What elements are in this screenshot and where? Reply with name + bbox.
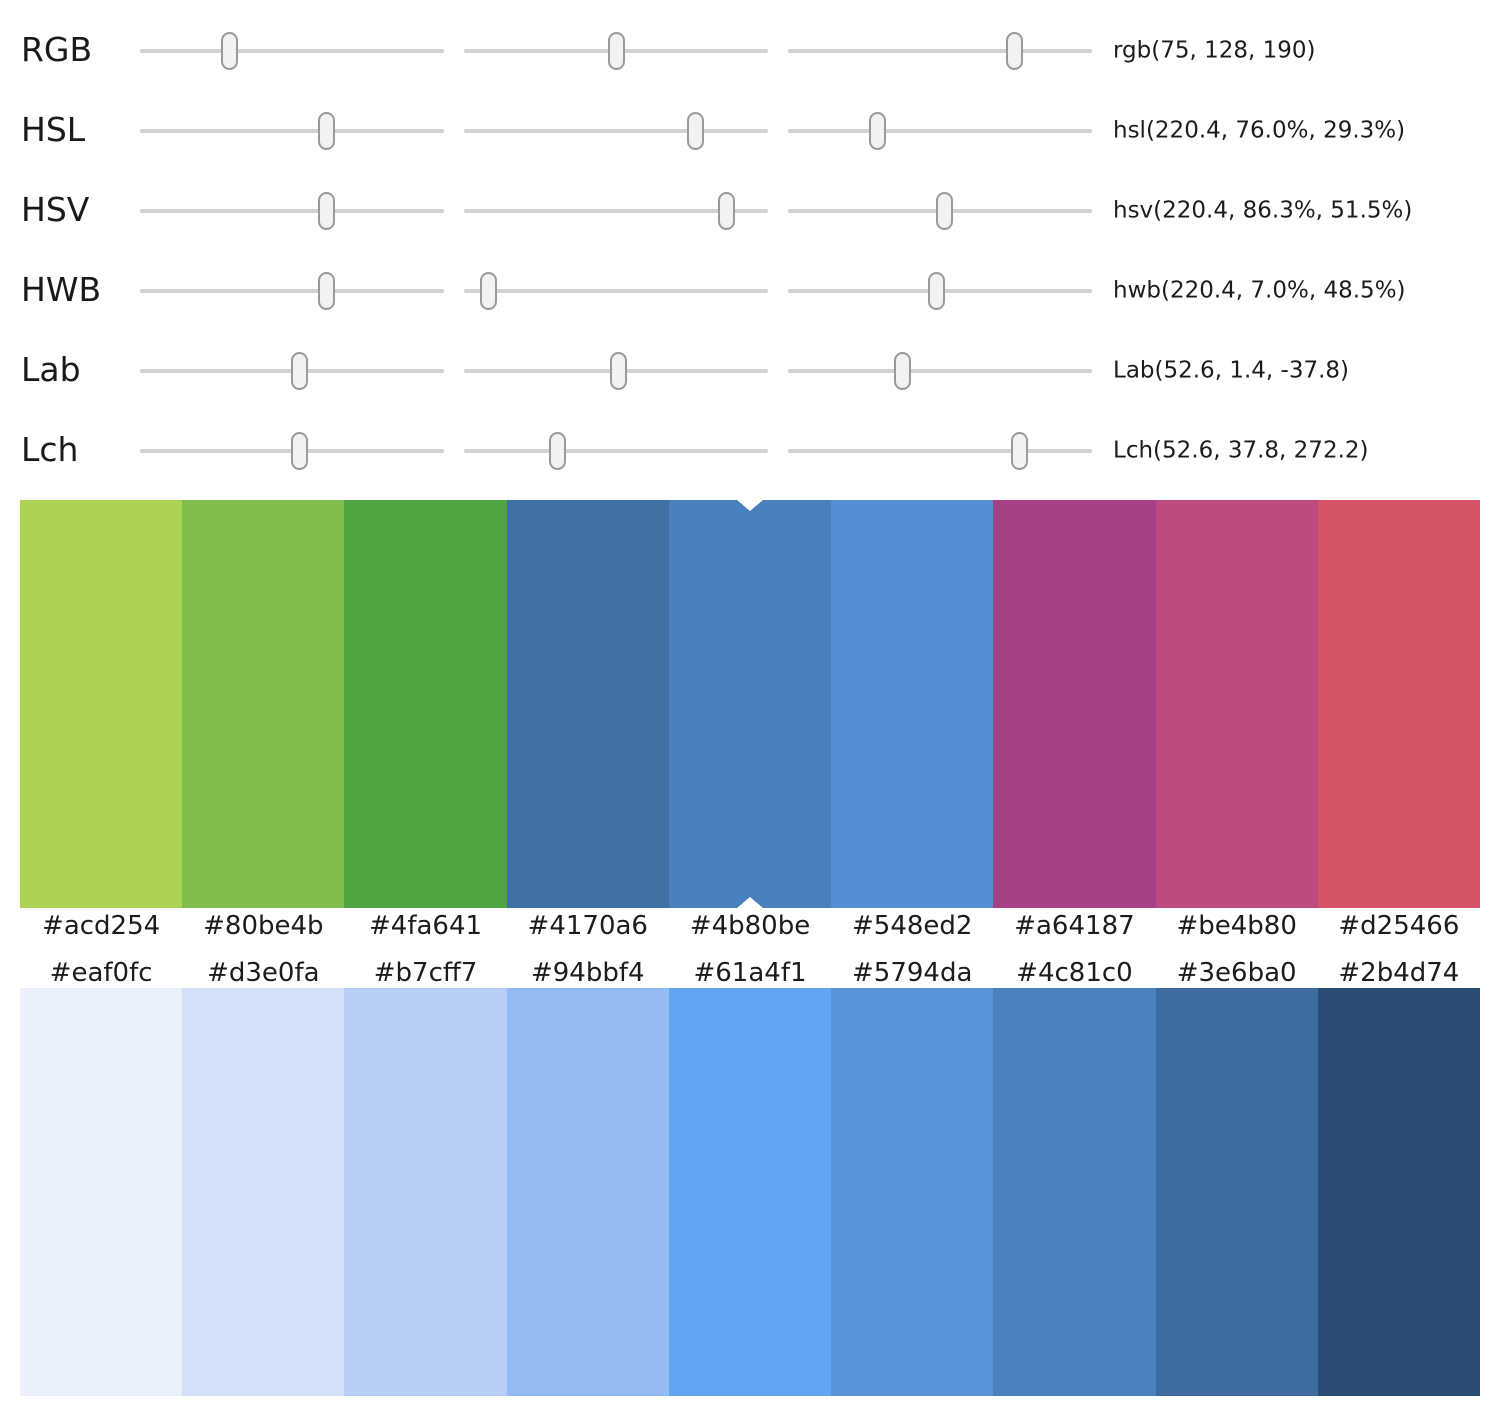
slider-thumb-hwb-1[interactable] xyxy=(317,272,335,310)
palette-bottom-hex-label-4: #94bbf4 xyxy=(530,958,645,988)
slider-row-label-hsl: HSL xyxy=(21,110,86,150)
palette-bottom-hex-label-3: #b7cff7 xyxy=(373,958,478,988)
selected-swatch-caret-top-icon xyxy=(737,500,763,511)
palette-bottom-hex-label-5: #61a4f1 xyxy=(693,958,807,988)
palette-bottom-swatch-2[interactable] xyxy=(182,988,345,1396)
palette-top-swatch-4[interactable] xyxy=(506,500,669,908)
slider-track-rgb-1[interactable] xyxy=(140,49,444,53)
palette-top-swatch-2[interactable] xyxy=(182,500,345,908)
slider-track-hwb-1[interactable] xyxy=(140,289,444,293)
slider-thumb-lab-3[interactable] xyxy=(893,352,911,390)
slider-track-hsl-1[interactable] xyxy=(140,129,444,133)
slider-thumb-lab-1[interactable] xyxy=(291,352,309,390)
slider-thumb-hsl-3[interactable] xyxy=(868,112,886,150)
color-value-lch: Lch(52.6, 37.8, 272.2) xyxy=(1113,437,1369,464)
slider-track-hsl-3[interactable] xyxy=(788,129,1092,133)
palette-top-hex-label-5: #4b80be xyxy=(689,911,811,941)
slider-thumb-hsv-2[interactable] xyxy=(717,192,735,230)
palette-top-hex-label-8: #be4b80 xyxy=(1176,911,1297,941)
palette-top-hex-label-7: #a64187 xyxy=(1014,911,1135,941)
slider-track-lab-3[interactable] xyxy=(788,369,1092,373)
slider-row-label-hwb: HWB xyxy=(21,270,102,310)
palette-bottom-swatch-7[interactable] xyxy=(993,988,1156,1396)
slider-track-rgb-3[interactable] xyxy=(788,49,1092,53)
palette-top xyxy=(20,500,1480,908)
slider-thumb-hsl-2[interactable] xyxy=(686,112,704,150)
slider-thumb-lch-1[interactable] xyxy=(291,432,309,470)
slider-thumb-hwb-3[interactable] xyxy=(928,272,946,310)
slider-thumb-lch-3[interactable] xyxy=(1010,432,1028,470)
palette-top-swatch-9[interactable] xyxy=(1317,500,1480,908)
slider-thumb-hsl-1[interactable] xyxy=(317,112,335,150)
palette-bottom xyxy=(20,988,1480,1396)
color-value-lab: Lab(52.6, 1.4, -37.8) xyxy=(1113,357,1349,384)
slider-thumb-rgb-3[interactable] xyxy=(1005,32,1023,70)
palette-top-hex-label-9: #d25466 xyxy=(1338,911,1460,941)
color-value-hwb: hwb(220.4, 7.0%, 48.5%) xyxy=(1113,277,1406,304)
palette-top-swatch-8[interactable] xyxy=(1155,500,1318,908)
palette-bottom-hex-label-9: #2b4d74 xyxy=(1338,958,1460,988)
palette-top-hex-label-3: #4fa641 xyxy=(369,911,483,941)
palette-bottom-swatch-4[interactable] xyxy=(506,988,669,1396)
palette-bottom-swatch-8[interactable] xyxy=(1155,988,1318,1396)
slider-track-hsv-2[interactable] xyxy=(464,209,768,213)
palette-top-swatch-7[interactable] xyxy=(993,500,1156,908)
slider-thumb-hsv-1[interactable] xyxy=(317,192,335,230)
slider-track-lch-2[interactable] xyxy=(464,449,768,453)
palette-bottom-swatch-6[interactable] xyxy=(831,988,994,1396)
palette-top-hex-label-6: #548ed2 xyxy=(851,911,973,941)
selected-swatch-caret-bottom-icon xyxy=(737,897,763,908)
slider-thumb-rgb-1[interactable] xyxy=(220,32,238,70)
slider-thumb-rgb-2[interactable] xyxy=(608,32,626,70)
slider-row-label-rgb: RGB xyxy=(21,30,93,70)
slider-track-hsv-1[interactable] xyxy=(140,209,444,213)
palette-bottom-swatch-3[interactable] xyxy=(344,988,507,1396)
slider-row-label-lab: Lab xyxy=(21,350,81,390)
slider-thumb-hwb-2[interactable] xyxy=(479,272,497,310)
palette-top-hex-label-1: #acd254 xyxy=(42,911,161,941)
palette-bottom-swatch-1[interactable] xyxy=(20,988,183,1396)
palette-bottom-hex-label-7: #4c81c0 xyxy=(1016,958,1133,988)
palette-bottom-hex-label-8: #3e6ba0 xyxy=(1176,958,1297,988)
slider-thumb-hsv-3[interactable] xyxy=(936,192,954,230)
palette-bottom-hex-label-2: #d3e0fa xyxy=(207,958,320,988)
slider-thumb-lab-2[interactable] xyxy=(609,352,627,390)
slider-row-label-hsv: HSV xyxy=(21,190,90,230)
palette-top-swatch-6[interactable] xyxy=(831,500,994,908)
palette-bottom-hex-label-6: #5794da xyxy=(852,958,973,988)
color-value-hsv: hsv(220.4, 86.3%, 51.5%) xyxy=(1113,197,1413,224)
slider-row-label-lch: Lch xyxy=(21,430,79,470)
slider-thumb-lch-2[interactable] xyxy=(548,432,566,470)
palette-bottom-hex-label-1: #eaf0fc xyxy=(49,958,153,988)
palette-top-swatch-1[interactable] xyxy=(20,500,183,908)
color-value-hsl: hsl(220.4, 76.0%, 29.3%) xyxy=(1113,117,1406,144)
palette-top-swatch-3[interactable] xyxy=(344,500,507,908)
palette-top-swatch-5[interactable] xyxy=(668,500,832,908)
palette-bottom-swatch-9[interactable] xyxy=(1317,988,1480,1396)
slider-track-hwb-2[interactable] xyxy=(464,289,768,293)
slider-track-lch-3[interactable] xyxy=(788,449,1092,453)
palette-top-hex-label-4: #4170a6 xyxy=(527,911,648,941)
palette-top-hex-label-2: #80be4b xyxy=(203,911,324,941)
slider-track-hsl-2[interactable] xyxy=(464,129,768,133)
color-value-rgb: rgb(75, 128, 190) xyxy=(1113,37,1316,64)
palette-bottom-swatch-5[interactable] xyxy=(668,988,832,1396)
